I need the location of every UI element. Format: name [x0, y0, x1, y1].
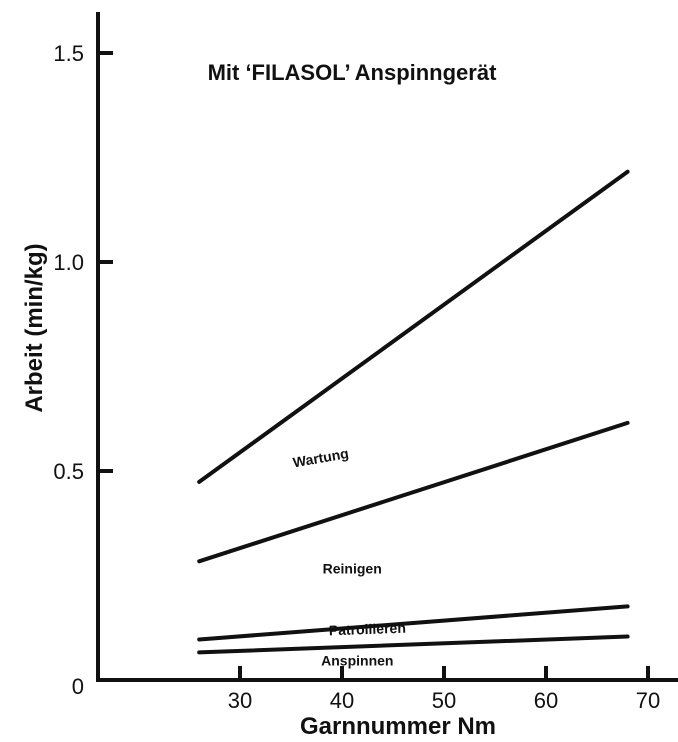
y-tick-label: 1.0 — [53, 250, 84, 275]
x-tick-label: 40 — [330, 688, 354, 713]
series-line — [197, 420, 630, 564]
series-line — [197, 604, 630, 642]
x-axis-title: Garnnummer Nm — [300, 713, 496, 740]
ticks: 30 40 50 60 70 0 0.5 1.0 1.5 — [53, 41, 660, 713]
y-tick-label: 1.5 — [53, 41, 84, 66]
chart-title: Mit ‘FILASOL’ Anspinngerät — [208, 60, 498, 85]
band-label: Anspinnen — [321, 652, 393, 668]
series-line — [197, 634, 630, 655]
x-tick-label: 70 — [636, 688, 660, 713]
y-tick-label: 0.5 — [53, 459, 84, 484]
axes — [96, 12, 678, 682]
band-label: Patrollieren — [329, 620, 407, 639]
y-tick-label: 0 — [72, 674, 84, 699]
band-label: Wartung — [292, 445, 350, 471]
x-tick-label: 60 — [534, 688, 558, 713]
series-line — [197, 169, 630, 484]
x-tick-label: 30 — [228, 688, 252, 713]
y-axis-title: Arbeit (min/kg) — [21, 243, 48, 412]
x-tick-label: 50 — [432, 688, 456, 713]
band-label: Reinigen — [323, 560, 382, 576]
band-labels: Anspinnen Patrollieren Reinigen Wartung — [292, 445, 406, 668]
series-lines — [197, 169, 630, 655]
